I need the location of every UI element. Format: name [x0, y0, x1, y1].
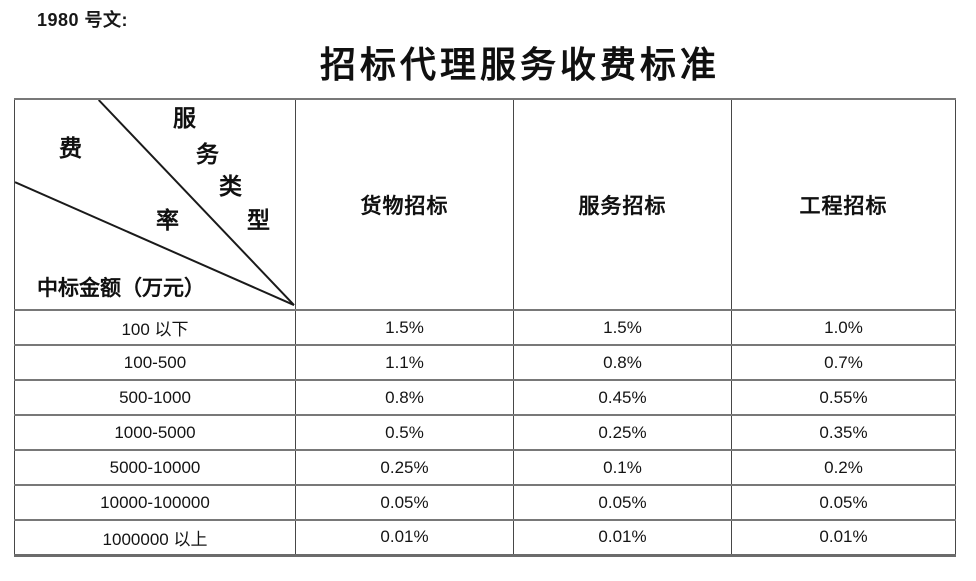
- rate-cell: 1.5%: [513, 309, 732, 346]
- table-corner-header: 服 务 类 型 费 率 中标金额（万元）: [14, 98, 296, 311]
- rate-cell: 0.25%: [295, 449, 514, 486]
- amount-range-cell: 1000000 以上: [14, 519, 296, 556]
- table-row: 100-500 1.1% 0.8% 0.7%: [14, 344, 956, 381]
- column-header-engineering: 工程招标: [731, 98, 956, 311]
- corner-label-service-type-char: 服: [173, 106, 196, 131]
- corner-label-service-type-char: 类: [219, 174, 242, 199]
- corner-label-service-type-char: 务: [196, 142, 219, 167]
- doc-number-label: 1980 号文:: [37, 10, 129, 30]
- rate-cell: 0.1%: [513, 449, 732, 486]
- amount-range-cell: 100 以下: [14, 309, 296, 346]
- column-header-services: 服务招标: [513, 98, 732, 311]
- amount-range-cell: 1000-5000: [14, 414, 296, 451]
- amount-range-cell: 10000-100000: [14, 484, 296, 521]
- rate-cell: 0.05%: [295, 484, 514, 521]
- table-row: 1000-5000 0.5% 0.25% 0.35%: [14, 414, 956, 451]
- rate-cell: 0.01%: [513, 519, 732, 556]
- rate-cell: 0.01%: [295, 519, 514, 556]
- diagonal-divider-lines: [15, 101, 295, 306]
- table-row: 10000-100000 0.05% 0.05% 0.05%: [14, 484, 956, 521]
- column-header-goods: 货物招标: [295, 98, 514, 311]
- rate-cell: 1.0%: [731, 309, 956, 346]
- fee-table: 服 务 类 型 费 率 中标金额（万元） 货物招标 服务招标 工程招标 100 …: [14, 98, 956, 557]
- table-row: 5000-10000 0.25% 0.1% 0.2%: [14, 449, 956, 486]
- corner-row-axis-label: 中标金额（万元）: [37, 276, 205, 300]
- rate-cell: 0.35%: [731, 414, 956, 451]
- rate-cell: 0.55%: [731, 379, 956, 416]
- corner-label-service-type-char: 型: [247, 208, 270, 233]
- table-row: 500-1000 0.8% 0.45% 0.55%: [14, 379, 956, 416]
- rate-cell: 0.01%: [731, 519, 956, 556]
- rate-cell: 1.5%: [295, 309, 514, 346]
- amount-range-cell: 500-1000: [14, 379, 296, 416]
- rate-cell: 0.8%: [295, 379, 514, 416]
- amount-range-cell: 5000-10000: [14, 449, 296, 486]
- rate-cell: 0.05%: [513, 484, 732, 521]
- rate-cell: 0.05%: [731, 484, 956, 521]
- amount-range-cell: 100-500: [14, 344, 296, 381]
- corner-label-rate-char: 率: [156, 208, 179, 233]
- table-row: 1000000 以上 0.01% 0.01% 0.01%: [14, 519, 956, 556]
- rate-cell: 0.25%: [513, 414, 732, 451]
- fee-table-container: 服 务 类 型 费 率 中标金额（万元） 货物招标 服务招标 工程招标 100 …: [14, 98, 956, 557]
- rate-cell: 0.8%: [513, 344, 732, 381]
- header-row: 服 务 类 型 费 率 中标金额（万元） 货物招标 服务招标 工程招标: [14, 98, 956, 311]
- table-row: 100 以下 1.5% 1.5% 1.0%: [14, 309, 956, 346]
- rate-cell: 0.45%: [513, 379, 732, 416]
- corner-label-rate-char: 费: [59, 136, 82, 161]
- rate-cell: 0.7%: [731, 344, 956, 381]
- rate-cell: 0.2%: [731, 449, 956, 486]
- rate-cell: 1.1%: [295, 344, 514, 381]
- page-title: 招标代理服务收费标准: [319, 45, 721, 85]
- rate-cell: 0.5%: [295, 414, 514, 451]
